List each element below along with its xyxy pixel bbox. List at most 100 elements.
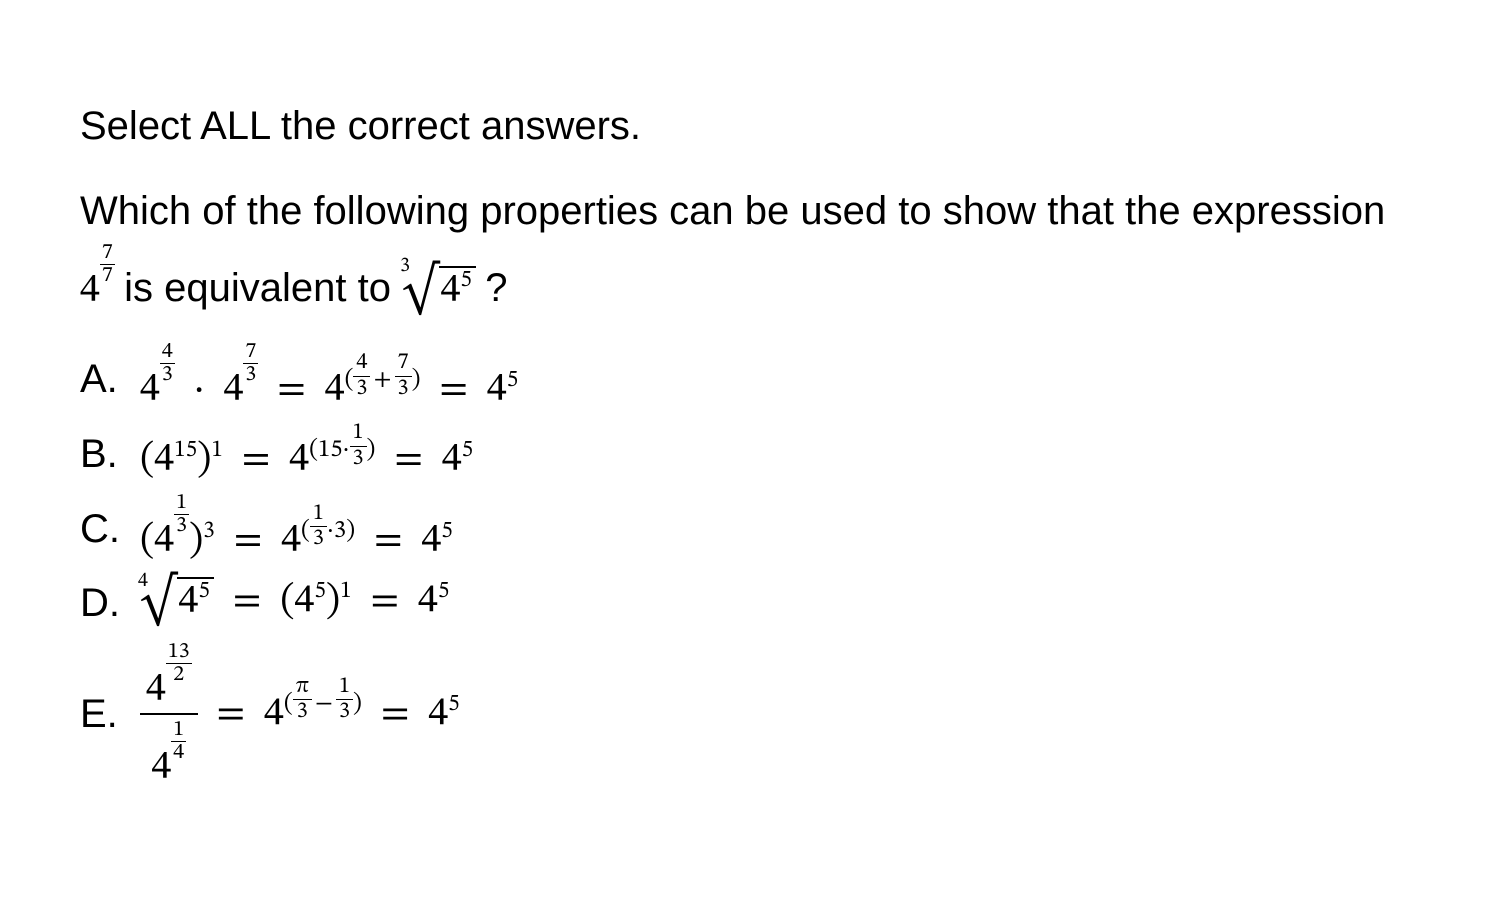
d-lp1: (: [280, 582, 294, 622]
e-num-supfrac: 132: [166, 641, 192, 686]
c-t1-sn: 1: [174, 492, 189, 515]
option-e[interactable]: E. 4132 414 = 4(π3 − 13) = 45: [80, 641, 1420, 789]
b-t1-outer: 1: [211, 438, 222, 462]
a-t2-base: 4: [224, 370, 244, 410]
e-mid-sd2: 3: [336, 700, 353, 723]
option-d[interactable]: D. 4√45 = (45)1 = 45: [80, 573, 1420, 633]
cube-root: 3√45: [402, 256, 476, 327]
target-exp: 5: [460, 268, 471, 292]
c-r-exp: 5: [441, 519, 452, 543]
option-b-label: B.: [80, 428, 124, 480]
d-root-index: 4: [138, 568, 148, 594]
c-r-base: 4: [421, 521, 441, 561]
a-t2-sn: 7: [243, 341, 258, 364]
e-den-supfrac: 14: [171, 719, 186, 764]
c-eq1: =: [234, 521, 263, 561]
a-t1-base: 4: [140, 370, 160, 410]
question-text: Which of the following properties can be…: [80, 180, 1420, 327]
c-mid-k: 3: [334, 518, 346, 543]
c-mid-sn: 1: [310, 503, 327, 527]
option-a[interactable]: A. 443 · 473 = 4(43 + 73) = 45: [80, 341, 1420, 416]
a-eq2: =: [439, 370, 468, 410]
instruction-text: Select ALL the correct answers.: [80, 100, 1420, 152]
b-r-base: 4: [442, 440, 462, 480]
e-num-sd: 2: [166, 664, 192, 686]
option-b-expression: (415)1 = 4(15·13) = 45: [140, 422, 473, 486]
c-eq2: =: [374, 521, 403, 561]
b-t1-base: 4: [154, 440, 174, 480]
option-e-label: E.: [80, 688, 124, 740]
c-mid-sd: 3: [310, 527, 327, 550]
option-c-expression: (413)3 = 4(13·3) = 45: [140, 492, 453, 567]
option-c-label: C.: [80, 503, 124, 555]
b-mid-sd: 3: [350, 447, 367, 470]
d-r-base: 4: [418, 582, 438, 622]
c-mid-sup: (13·3): [301, 518, 355, 543]
e-num-base: 4: [146, 669, 166, 709]
b-t1-inner: 15: [174, 438, 197, 462]
c-lp1: (: [140, 521, 154, 561]
root-index: 3: [400, 251, 410, 282]
c-t1-supfrac: 13: [174, 492, 189, 537]
a-mid-sd2: 3: [395, 377, 412, 400]
b-mid-k: 15: [318, 437, 343, 462]
e-minus: −: [315, 691, 333, 716]
d-mid-base: 4: [295, 582, 315, 622]
e-eq1: =: [216, 694, 245, 734]
expr-sup-num: 7: [100, 242, 115, 265]
a-t1-supfrac: 43: [160, 341, 175, 386]
b-lp1: (: [140, 440, 154, 480]
d-eq1: =: [233, 582, 262, 622]
e-den-base: 4: [151, 748, 171, 788]
d-eq2: =: [370, 582, 399, 622]
c-t1-base: 4: [154, 521, 174, 561]
d-rad-base: 4: [179, 582, 199, 622]
a-mid-sup: (43 + 73): [345, 367, 421, 392]
option-e-expression: 4132 414 = 4(π3 − 13) = 45: [140, 641, 460, 789]
option-a-label: A.: [80, 353, 124, 405]
d-rp1: ): [326, 582, 340, 622]
question-suffix: ?: [485, 266, 507, 310]
expr-sup-den: 7: [100, 265, 115, 287]
target-base: 4: [441, 271, 461, 311]
c-t1-outer: 3: [203, 519, 214, 543]
b-r-exp: 5: [462, 438, 473, 462]
e-mid-sn2: 1: [336, 676, 353, 700]
option-a-expression: 443 · 473 = 4(43 + 73) = 45: [140, 341, 518, 416]
question-prefix: Which of the following properties can be…: [80, 189, 1385, 233]
e-mid-sup: (π3 − 13): [284, 691, 362, 716]
math-question-page: Select ALL the correct answers. Which of…: [0, 0, 1500, 834]
e-mid-sd1: 3: [293, 700, 312, 723]
a-mid-sd1: 3: [353, 377, 370, 400]
b-eq1: =: [242, 440, 271, 480]
a-r-base: 4: [487, 370, 507, 410]
b-mid-sn: 1: [350, 422, 367, 446]
e-den-sn: 1: [171, 719, 186, 742]
d-r-exp: 5: [438, 579, 449, 603]
a-t2-sd: 3: [243, 364, 258, 386]
e-bigfrac: 4132 414: [140, 641, 198, 789]
b-mid-sup: (15·13): [309, 437, 375, 462]
d-rad-exp: 5: [198, 579, 209, 603]
d-mid-inner: 5: [314, 579, 325, 603]
options-list: A. 443 · 473 = 4(43 + 73) = 45 B. (415)1…: [80, 341, 1420, 788]
e-num-sn: 13: [166, 641, 192, 664]
a-t1-sn: 4: [160, 341, 175, 364]
option-c[interactable]: C. (413)3 = 4(13·3) = 45: [80, 492, 1420, 567]
option-b[interactable]: B. (415)1 = 4(15·13) = 45: [80, 422, 1420, 486]
e-den-sd: 4: [171, 742, 186, 764]
option-d-label: D.: [80, 577, 124, 629]
a-mid-sn2: 7: [395, 352, 412, 376]
c-t1-sd: 3: [174, 515, 189, 537]
b-mid-base: 4: [289, 440, 309, 480]
expr-base: 4: [80, 271, 100, 311]
e-den: 414: [140, 715, 198, 788]
a-t2-supfrac: 73: [243, 341, 258, 386]
a-r-exp: 5: [507, 368, 518, 392]
a-mid-sn1: 4: [353, 352, 370, 376]
option-d-expression: 4√45 = (45)1 = 45: [140, 573, 449, 633]
e-r-exp: 5: [448, 692, 459, 716]
b-eq2: =: [394, 440, 423, 480]
expr-superscript-fraction: 77: [100, 242, 115, 287]
e-r-base: 4: [428, 694, 448, 734]
